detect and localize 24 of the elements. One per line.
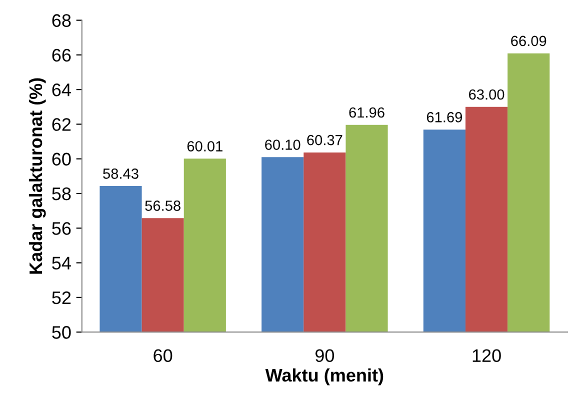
x-tick-label: 90 [315, 349, 334, 362]
y-tick-label: 58 [52, 187, 71, 200]
data-label: 66.09 [511, 36, 546, 46]
data-label: 60.37 [307, 134, 342, 146]
x-axis-title: Waktu (menit) [265, 368, 384, 386]
data-label: 61.96 [349, 107, 384, 118]
x-tick-label: 60 [154, 349, 172, 362]
data-label: 60.01 [187, 141, 222, 152]
y-tick-label: 64 [52, 83, 71, 96]
y-tick-label: 60 [52, 152, 71, 166]
y-tick-label: 54 [52, 256, 71, 270]
y-tick-label: 62 [52, 118, 71, 131]
data-label: 63.00 [469, 89, 504, 100]
y-tick-label: 68 [52, 14, 71, 27]
x-tick-label: 120 [472, 349, 501, 362]
y-axis-title: Kadar galakturonat (%) [28, 78, 46, 274]
data-label: 56.58 [145, 200, 180, 211]
y-tick-label: 50 [52, 326, 71, 339]
data-label: 60.10 [265, 140, 300, 150]
data-label: 61.69 [426, 112, 462, 122]
y-tick-label: 52 [52, 291, 71, 304]
y-tick-label: 66 [52, 48, 71, 62]
y-tick-label: 56 [52, 222, 71, 235]
data-label: 58.43 [103, 168, 138, 179]
